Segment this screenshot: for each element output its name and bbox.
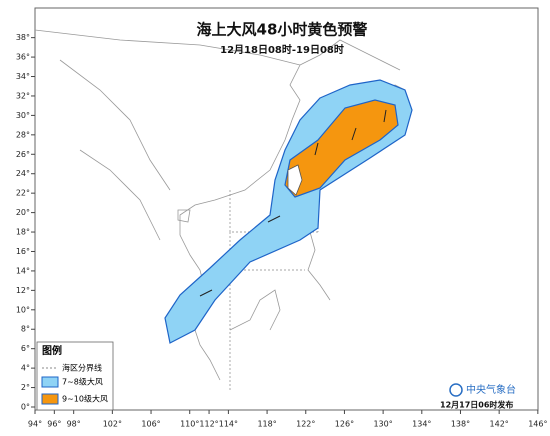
lon-tick-label: 102° — [103, 420, 122, 429]
legend-title: 图例 — [42, 344, 62, 357]
lon-tick-label: 130° — [373, 420, 392, 429]
axis-ticks: 94° 96° 98° 102° 106° 110° 112° 114° 118° 122° 126… — [16, 33, 548, 428]
lat-tick-label: 30° — [16, 111, 30, 120]
lat-tick-label: 6° — [21, 344, 30, 353]
wind-area-9-10 — [284, 99, 399, 198]
lat-tick-label: 16° — [16, 247, 30, 256]
lat-tick-label: 8° — [21, 325, 30, 334]
lon-tick-label: 122° — [296, 420, 315, 429]
lat-tick-label: 28° — [16, 130, 30, 139]
lat-tick-label: 36° — [16, 53, 30, 62]
legend-swatch — [41, 393, 59, 405]
lat-tick-label: 18° — [16, 228, 30, 237]
lat-tick-label: 2° — [21, 383, 30, 392]
lat-tick-label: 0° — [21, 403, 30, 412]
lon-tick-label: 114° — [219, 420, 238, 429]
lon-tick-label: 106° — [141, 420, 160, 429]
lon-tick-label: 94° — [28, 420, 42, 429]
lat-tick-label: 32° — [16, 91, 30, 100]
legend: 图例 海区分界线 7~8级大风 9~10级大风 — [36, 341, 114, 411]
legend-label: 9~10级大风 — [62, 394, 108, 404]
lat-tick-label: 26° — [16, 150, 30, 159]
lat-tick-label: 22° — [16, 189, 30, 198]
lat-tick-label: 4° — [21, 364, 30, 373]
wind-barbs — [199, 109, 387, 297]
lat-tick-label: 38° — [16, 33, 30, 42]
lon-tick-label: 146° — [528, 420, 547, 429]
lat-tick-label: 20° — [16, 208, 30, 217]
logo-text: 中央气象台 — [466, 383, 516, 396]
lon-tick-label: 112° — [199, 420, 218, 429]
lon-tick-label: 138° — [451, 420, 470, 429]
lat-tick-label: 12° — [16, 286, 30, 295]
lon-tick-label: 118° — [257, 420, 276, 429]
title: 海上大风48小时黄色预警 — [197, 21, 368, 39]
legend-label: 7~8级大风 — [62, 377, 103, 387]
lon-tick-label: 142° — [490, 420, 509, 429]
logo-icon — [449, 383, 463, 397]
lon-tick-label: 96° — [47, 420, 61, 429]
lat-tick-label: 24° — [16, 169, 30, 178]
issued-time: 12月17日06时发布 — [440, 400, 513, 410]
subtitle: 12月18日08时-19日08时 — [220, 43, 344, 56]
lon-tick-label: 98° — [67, 420, 81, 429]
lon-tick-label: 134° — [412, 420, 431, 429]
lon-tick-label: 110° — [180, 420, 199, 429]
lon-tick-label: 126° — [335, 420, 354, 429]
legend-swatch — [41, 376, 59, 388]
lat-tick-label: 34° — [16, 72, 30, 81]
taiwan — [287, 164, 303, 196]
lat-tick-label: 14° — [16, 266, 30, 275]
legend-label: 海区分界线 — [62, 363, 102, 373]
lat-tick-label: 10° — [16, 305, 30, 314]
